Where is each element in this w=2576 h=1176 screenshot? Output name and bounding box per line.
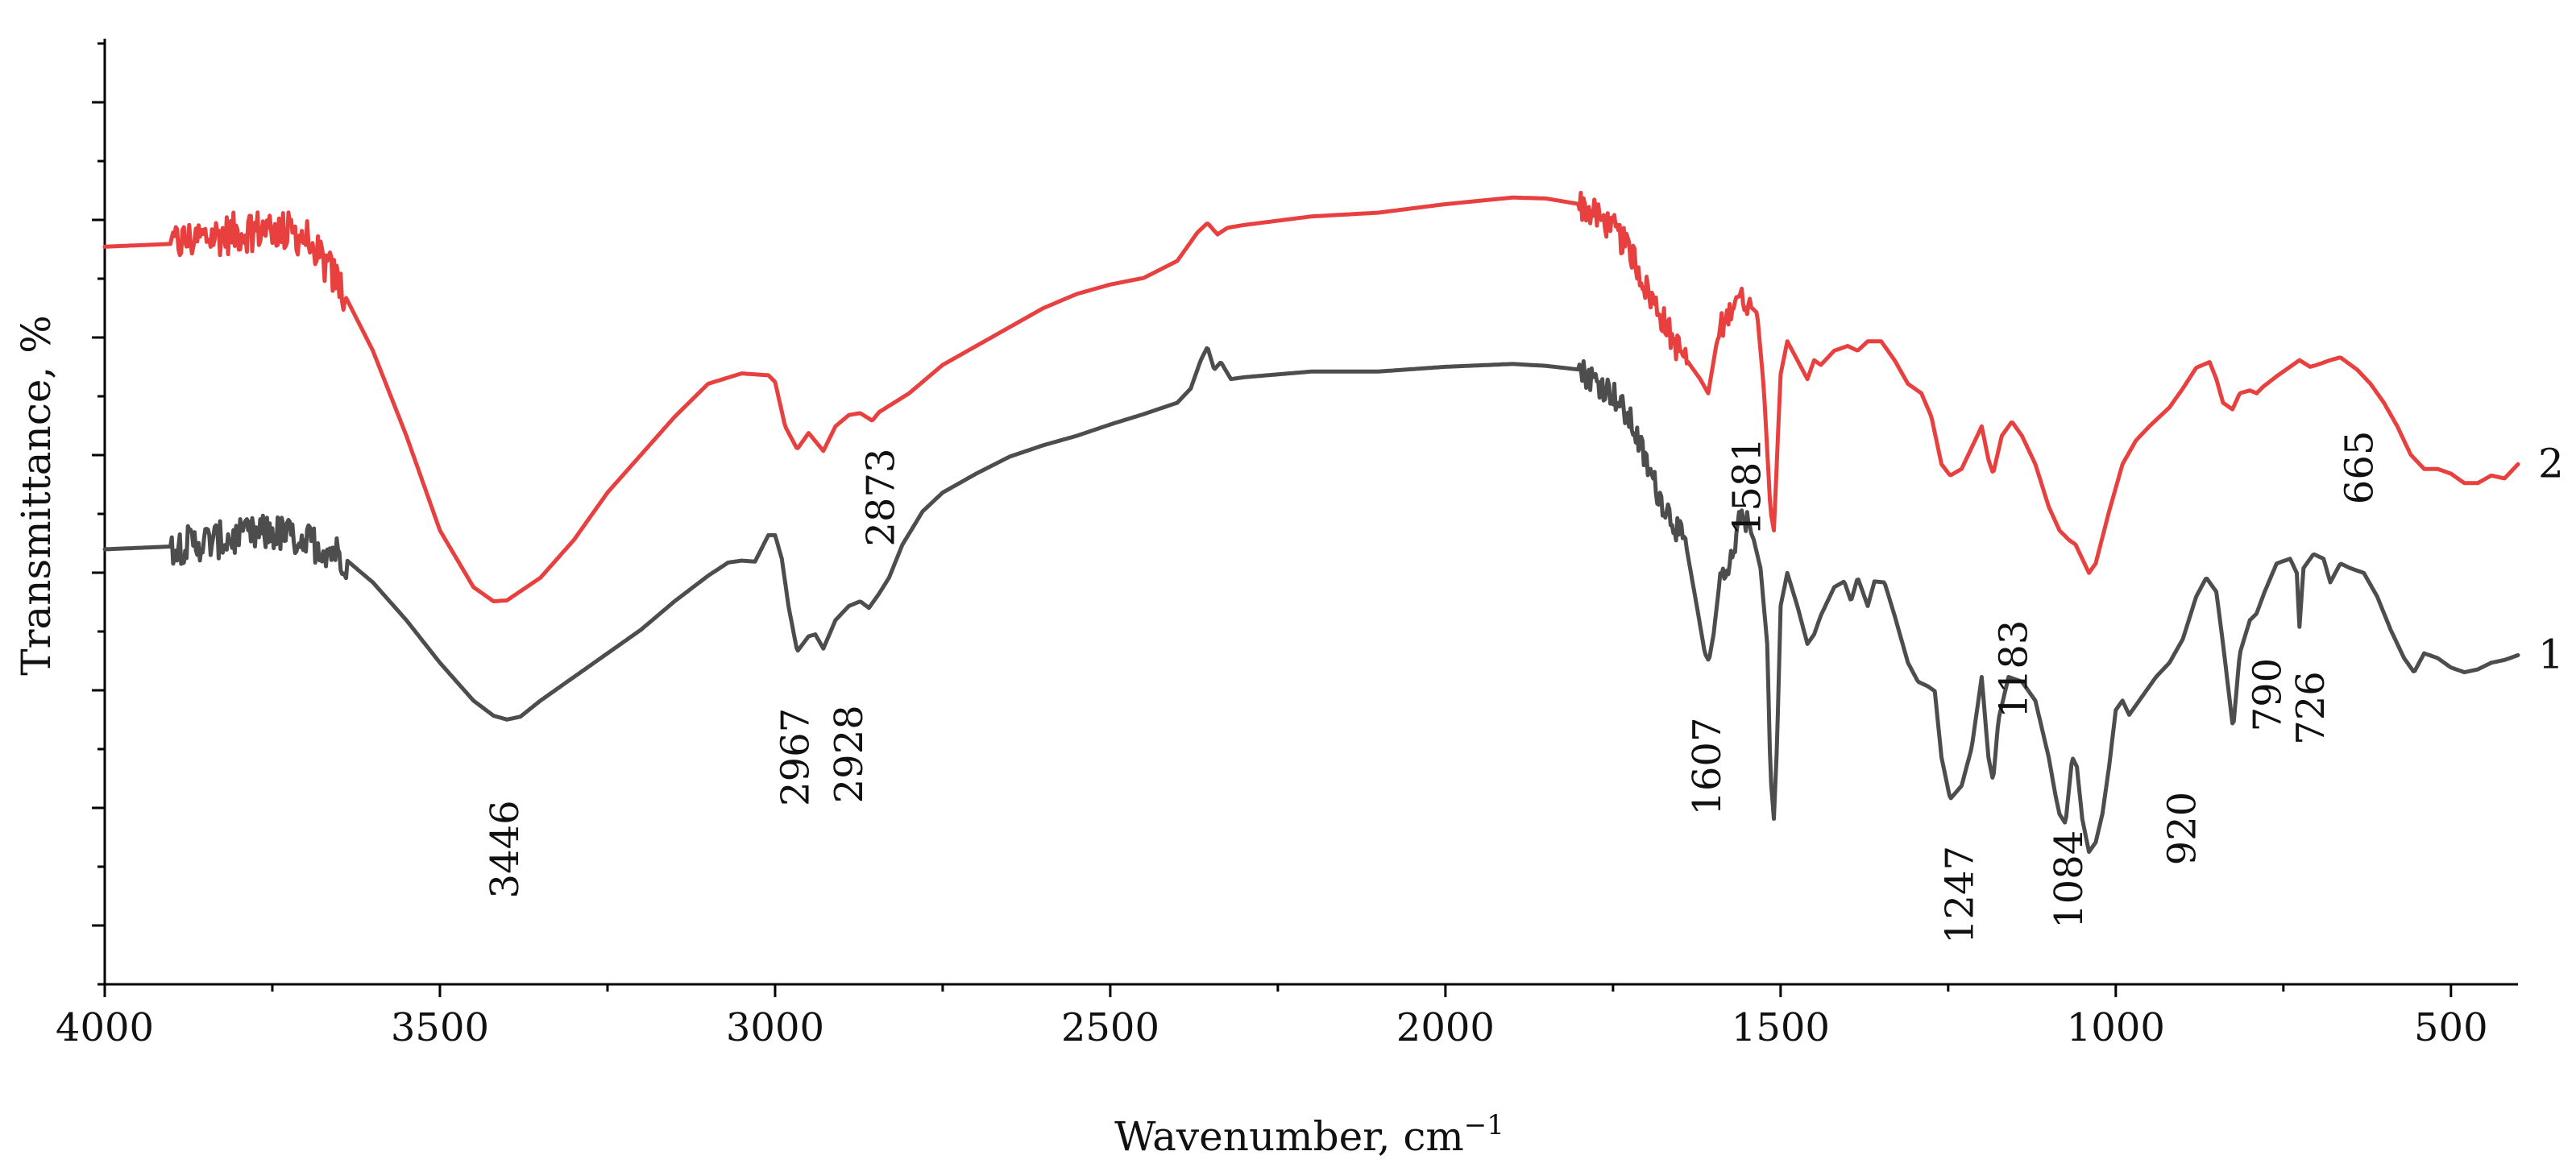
y-axis-title: Transmittance, %	[13, 315, 60, 675]
peak-annotations: 3446 2967 2928 2873 1607 1581 1247 1183 1084 920 7…	[483, 431, 2382, 944]
y-axis	[92, 39, 106, 986]
x-tick-label: 4000	[56, 1005, 154, 1050]
annotation-group: 2928	[827, 705, 872, 803]
peak-label-1247: 1247	[1937, 846, 1982, 944]
peak-label-1084: 1084	[2047, 830, 2092, 929]
peak-label-920: 920	[2159, 792, 2205, 866]
x-axis-title-text: Wavenumber, cm	[1114, 1113, 1464, 1160]
peak-label-1183: 1183	[1992, 620, 2037, 718]
x-axis-title: Wavenumber, cm−1	[1114, 1109, 1504, 1160]
peak-label-2873: 2873	[859, 449, 904, 547]
annotation-group: 726	[2288, 671, 2333, 745]
annotation-group: 2873	[859, 449, 904, 547]
annotation-group: 1247	[1937, 846, 1982, 944]
series-2-line	[102, 190, 2520, 603]
peak-label-1607: 1607	[1685, 718, 1730, 816]
series-layer: 21	[102, 190, 2564, 855]
x-tick-label: 1500	[1732, 1005, 1830, 1050]
x-tick-label: 1000	[2067, 1005, 2165, 1050]
x-axis: 4000 3500 3000 2500 2000 1500 1000 500	[56, 983, 2518, 1050]
annotation-group: 1084	[2047, 830, 2092, 929]
y-axis-ticks	[92, 42, 105, 986]
x-axis-ticks: 4000 3500 3000 2500 2000 1500 1000 500	[56, 984, 2488, 1050]
annotation-group: 665	[2337, 431, 2383, 505]
peak-label-665: 665	[2337, 431, 2383, 505]
annotation-group: 2967	[773, 708, 818, 806]
peak-label-1581: 1581	[1725, 437, 1770, 536]
series-1-line	[102, 346, 2520, 855]
annotation-group: 920	[2159, 792, 2205, 866]
peak-label-2967: 2967	[773, 708, 818, 806]
peak-label-2928: 2928	[827, 705, 872, 803]
series-label-1: 1	[2538, 631, 2564, 677]
annotation-group: 1581	[1725, 437, 1770, 536]
x-tick-label: 3500	[391, 1005, 489, 1050]
annotation-group: 1607	[1685, 718, 1730, 816]
x-tick-label: 2500	[1061, 1005, 1159, 1050]
x-tick-label: 500	[2414, 1005, 2488, 1050]
annotation-group: 790	[2246, 658, 2291, 732]
annotation-group: 3446	[483, 800, 528, 898]
x-tick-label: 2000	[1396, 1005, 1495, 1050]
peak-label-3446: 3446	[483, 800, 528, 898]
peak-label-726: 726	[2288, 671, 2333, 745]
x-axis-title-superscript: −1	[1464, 1109, 1504, 1141]
series-label-2: 2	[2538, 440, 2564, 487]
peak-label-790: 790	[2246, 658, 2291, 732]
annotation-group: 1183	[1992, 620, 2037, 718]
x-tick-label: 3000	[726, 1005, 824, 1050]
